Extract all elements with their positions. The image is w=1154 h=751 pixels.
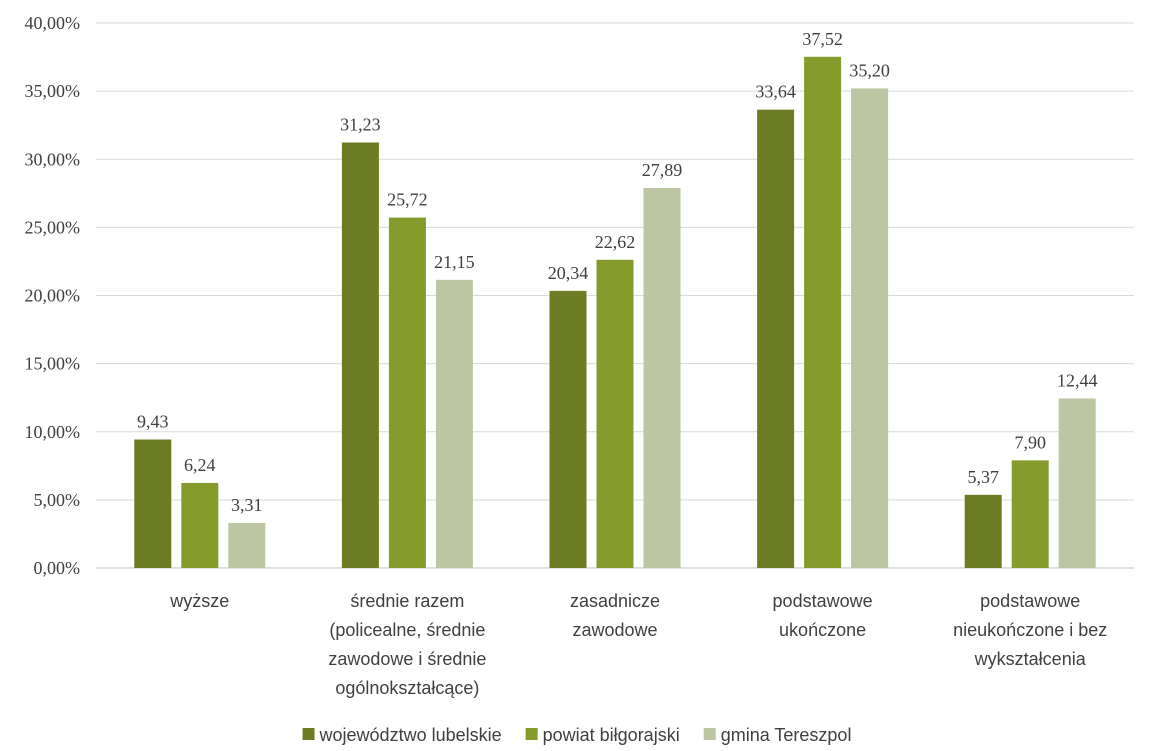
bar (228, 522, 266, 568)
y-axis: 0,00% 5,00% 10,00% 15,00% 20,00% 25,00% 30,00%… (25, 13, 81, 578)
data-label: 22,62 (595, 232, 636, 252)
category-label: (policealne, średnie (329, 620, 485, 640)
y-tick-label: 30,00% (25, 149, 81, 169)
legend-item: gmina Tereszpol (703, 725, 852, 745)
data-label: 3,31 (231, 495, 263, 515)
data-label: 9,43 (137, 412, 169, 432)
category-label: nieukończone i bez (953, 620, 1107, 640)
bar (643, 187, 681, 568)
data-label: 7,90 (1014, 432, 1046, 452)
category-label: ogólnokształcące) (335, 678, 479, 698)
data-label: 21,15 (434, 252, 475, 272)
category-label: wykształcenia (974, 649, 1087, 669)
legend-label: województwo lubelskie (319, 725, 502, 745)
legend-swatch (525, 728, 538, 740)
category-label: zawodowe i średnie (328, 649, 486, 669)
bar (804, 56, 842, 568)
category-label: wyższe (169, 591, 229, 611)
bar (388, 217, 426, 568)
category-label: ukończone (779, 620, 866, 640)
data-label: 31,23 (340, 114, 381, 134)
category-label: zawodowe (572, 620, 657, 640)
data-label: 6,24 (184, 455, 216, 475)
legend-label: powiat biłgorajski (543, 725, 680, 745)
y-tick-label: 10,00% (25, 422, 81, 442)
bar (435, 279, 473, 568)
bar (964, 494, 1002, 568)
bar (549, 290, 587, 568)
bar (341, 142, 379, 568)
legend-swatch (703, 728, 716, 740)
data-label: 5,37 (967, 467, 999, 487)
category-label: podstawowe (773, 591, 873, 611)
data-label: 12,44 (1057, 371, 1098, 391)
y-tick-label: 0,00% (34, 558, 81, 578)
data-label: 37,52 (802, 29, 843, 49)
category-label: podstawowe (980, 591, 1080, 611)
legend-item: województwo lubelskie (302, 725, 502, 745)
y-tick-label: 20,00% (25, 286, 81, 306)
legend: województwo lubelskie powiat biłgorajski g… (302, 725, 852, 745)
y-tick-label: 5,00% (34, 490, 81, 510)
y-tick-label: 35,00% (25, 81, 81, 101)
data-labels: 9,43 6,24 3,31 31,23 25,72 21,15 20,34 22,62 27,… (137, 29, 1097, 515)
category-label: średnie razem (350, 591, 464, 611)
legend-item: powiat biłgorajski (525, 725, 680, 745)
bar (1058, 398, 1096, 568)
legend-label: gmina Tereszpol (721, 725, 852, 745)
category-label: zasadnicze (570, 591, 660, 611)
bar (757, 109, 795, 568)
bar (1011, 460, 1049, 568)
bar (181, 482, 219, 568)
legend-swatch (302, 728, 315, 740)
y-tick-label: 25,00% (25, 217, 81, 237)
data-label: 27,89 (642, 160, 683, 180)
y-tick-label: 15,00% (25, 354, 81, 374)
bars (134, 56, 1096, 569)
bar (851, 88, 889, 569)
bar (134, 439, 172, 568)
y-tick-label: 40,00% (25, 13, 81, 33)
bar (596, 259, 634, 568)
data-label: 33,64 (755, 82, 796, 102)
data-label: 35,20 (849, 60, 890, 80)
x-axis: wyższe średnie razem (policealne, średnie z… (169, 591, 1107, 698)
data-label: 25,72 (387, 190, 428, 210)
data-label: 20,34 (548, 263, 589, 283)
